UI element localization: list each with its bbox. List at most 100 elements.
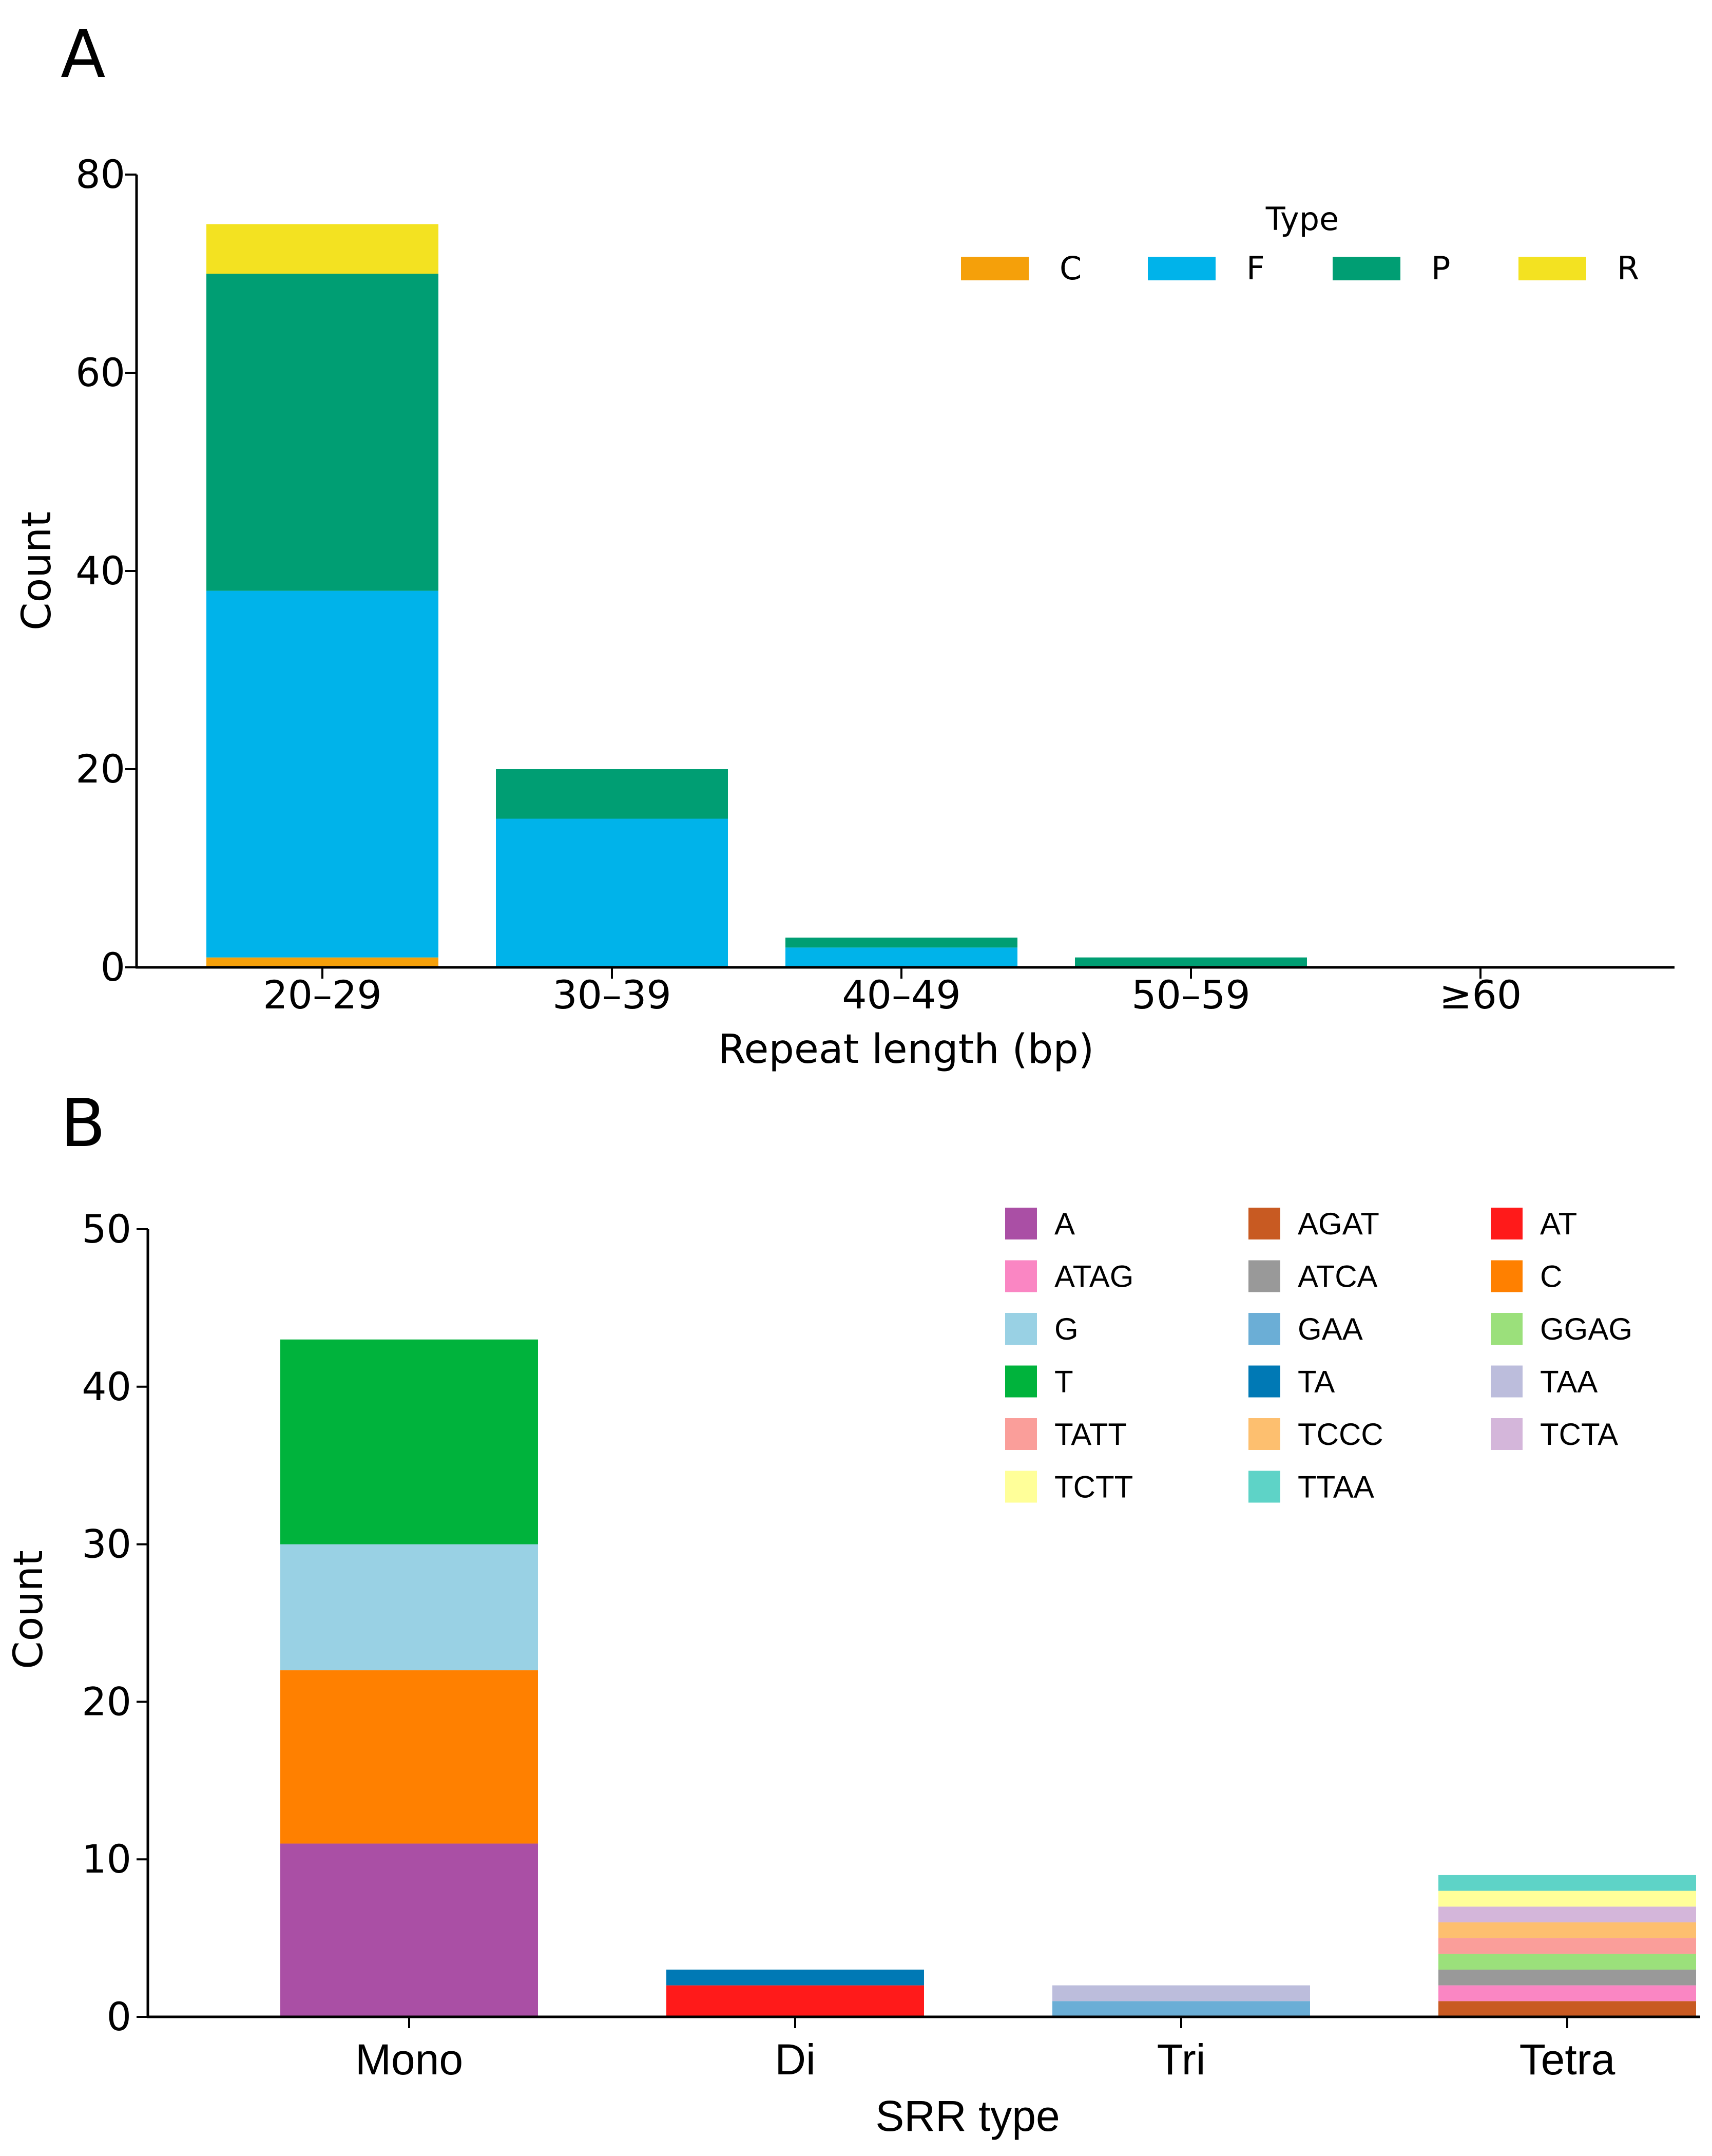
panel-a-bar-40-49-p xyxy=(785,938,1017,948)
panel-b-legend-swatch-c xyxy=(1491,1260,1523,1292)
panel-b-x-tick-label-di: Di xyxy=(775,2035,815,2084)
panel-a-x-tick-label-30-39: 30–39 xyxy=(552,972,671,1018)
panel-a-y-ticks: 0 20 40 60 80 xyxy=(75,151,137,990)
panel-a-x-tick-label-40-49: 40–49 xyxy=(842,972,960,1018)
panel-b-bar-mono-g xyxy=(280,1544,538,1671)
panel-b-bar-mono-c xyxy=(280,1670,538,1844)
panel-b-legend-label-taa: TAA xyxy=(1540,1365,1598,1399)
panel-b-legend-label-a: A xyxy=(1054,1207,1075,1241)
panel-b-x-axis-title: SRR type xyxy=(875,2092,1060,2140)
panel-b-legend-swatch-agat xyxy=(1248,1208,1280,1239)
panel-a-y-tick-label-20: 20 xyxy=(75,746,125,792)
panel-b-bar-tri-gaa xyxy=(1052,2001,1310,2017)
panel-b-legend-swatch-tatt xyxy=(1005,1418,1037,1450)
panel-b-bar-tetra-atca xyxy=(1438,1969,1696,1986)
panel-b-bar-mono-t xyxy=(280,1339,538,1544)
panel-b-bars xyxy=(280,1339,1696,2017)
panel-b-legend-label-ggag: GGAG xyxy=(1540,1312,1632,1346)
panel-b-legend-swatch-ttaa xyxy=(1248,1471,1280,1503)
panel-a-legend-label-c: C xyxy=(1060,250,1082,287)
panel-b-legend-swatch-tcta xyxy=(1491,1418,1523,1450)
panel-b-bar-di-ta xyxy=(666,1969,924,1986)
panel-b-legend-label-at: AT xyxy=(1540,1207,1577,1241)
panel-b-y-tick-label-0: 0 xyxy=(107,1994,131,2039)
panel-a-legend-label-f: F xyxy=(1246,250,1265,287)
panel-b-x-ticks: Mono Di Tri Tetra xyxy=(355,2017,1615,2084)
panel-b-legend-swatch-atca xyxy=(1248,1260,1280,1292)
panel-a-y-axis-title: Count xyxy=(14,511,60,631)
panel-b-legend-label-gaa: GAA xyxy=(1298,1312,1363,1346)
panel-b-legend-label-tcta: TCTA xyxy=(1540,1417,1618,1452)
panel-b-bar-tetra-tctt xyxy=(1438,1891,1696,1907)
panel-b-legend-label-tatt: TATT xyxy=(1054,1417,1127,1452)
panel-b-bar-mono-a xyxy=(280,1843,538,2017)
panel-a-bar-20-29-f xyxy=(206,590,438,958)
panel-b-legend-swatch-ta xyxy=(1248,1365,1280,1398)
panel-a-bar-30-39-p xyxy=(496,769,728,819)
panel-a-y-tick-label-40: 40 xyxy=(75,548,125,594)
panel-b-legend-label-atag: ATAG xyxy=(1054,1260,1133,1294)
panel-b-legend-label-t: T xyxy=(1054,1365,1073,1399)
panel-b-legend-swatch-at xyxy=(1491,1208,1523,1239)
panel-b-bar-tri-taa xyxy=(1052,1985,1310,2001)
panel-a-legend-swatch-p xyxy=(1333,257,1400,280)
panel-a-legend-title: Type xyxy=(1265,200,1339,238)
panel-b-legend-swatch-taa xyxy=(1491,1365,1523,1398)
panel-b-y-axis-title: Count xyxy=(6,1550,52,1669)
panel-a-y-tick-label-60: 60 xyxy=(75,350,125,395)
panel-a-bar-20-29-c xyxy=(206,957,438,967)
panel-a-x-tick-label-50-59: 50–59 xyxy=(1131,972,1250,1018)
panel-b-legend-label-atca: ATCA xyxy=(1298,1260,1378,1294)
panel-b-legend-swatch-t xyxy=(1005,1365,1037,1398)
panel-b-legend-label-c: C xyxy=(1540,1260,1562,1294)
panel-a-legend-label-p: P xyxy=(1431,250,1450,287)
panel-b-y-ticks: 0 10 20 30 40 50 xyxy=(82,1206,148,2039)
panel-b-legend-swatch-tccc xyxy=(1248,1418,1280,1450)
panel-a-legend-swatch-r xyxy=(1518,257,1586,280)
panel-b-x-tick-label-tetra: Tetra xyxy=(1519,2035,1615,2084)
panel-a-legend-swatch-c xyxy=(961,257,1029,280)
panel-a-x-tick-label-60: ≥60 xyxy=(1439,972,1522,1018)
panel-b-legend-label-tccc: TCCC xyxy=(1298,1417,1383,1452)
panel-b-legend-label-agat: AGAT xyxy=(1298,1207,1379,1241)
panel-b-legend-swatch-a xyxy=(1005,1208,1037,1239)
panel-label-a: A xyxy=(61,16,106,93)
panel-b-bar-di-at xyxy=(666,1985,924,2017)
panel-b-x-tick-label-mono: Mono xyxy=(355,2035,463,2084)
panel-b-legend-label-g: G xyxy=(1054,1312,1079,1346)
panel-a-bar-30-39-f xyxy=(496,818,728,967)
panel-a-x-axis-title: Repeat length (bp) xyxy=(718,1026,1094,1073)
panel-b-y-tick-label-50: 50 xyxy=(82,1206,131,1252)
panel-b-bar-tetra-tccc xyxy=(1438,1922,1696,1938)
panel-b-x-tick-label-tri: Tri xyxy=(1157,2035,1206,2084)
panel-b-y-tick-label-10: 10 xyxy=(82,1836,131,1882)
panel-b-bar-tetra-atag xyxy=(1438,1985,1696,2001)
panel-a-bar-20-29-p xyxy=(206,274,438,591)
panel-b-legend-swatch-gaa xyxy=(1248,1313,1280,1345)
panel-a-legend-swatch-f xyxy=(1148,257,1216,280)
panel-a-bar-40-49-f xyxy=(785,947,1017,967)
panel-b-bar-tetra-ggag xyxy=(1438,1954,1696,1970)
panel-b-legend-swatch-tctt xyxy=(1005,1471,1037,1503)
panel-b-bar-tetra-tcta xyxy=(1438,1906,1696,1922)
panel-b-legend-swatch-atag xyxy=(1005,1260,1037,1292)
panel-b-bar-tetra-ttaa xyxy=(1438,1875,1696,1891)
panel-a-bars xyxy=(206,224,1307,967)
panel-a-y-tick-label-80: 80 xyxy=(75,151,125,197)
panel-b-legend-swatch-ggag xyxy=(1491,1313,1523,1345)
panel-b-bar-tetra-agat xyxy=(1438,2001,1696,2017)
panel-b-y-tick-label-40: 40 xyxy=(82,1364,131,1409)
panel-b-legend-label-tctt: TCTT xyxy=(1054,1470,1133,1504)
panel-b: B 0 10 20 30 40 50 Mono Di Tri Tetra Count SRR t… xyxy=(6,1085,1700,2140)
panel-a-x-ticks: 20–29 30–39 40–49 50–59 ≥60 xyxy=(263,967,1522,1018)
panel-b-legend-swatch-g xyxy=(1005,1313,1037,1345)
panel-label-b: B xyxy=(61,1085,106,1162)
panel-a: A 0 20 40 60 80 20–29 30–39 40–49 50–59 ≥60 Coun… xyxy=(14,16,1675,1073)
panel-b-y-tick-label-20: 20 xyxy=(82,1678,131,1724)
panel-b-legend: A AGAT AT ATAG ATCA C G GAA GGAG T TA TAA TATT TCCC TC… xyxy=(1005,1207,1632,1504)
panel-a-y-tick-label-0: 0 xyxy=(101,944,125,990)
panel-b-bar-tetra-tatt xyxy=(1438,1938,1696,1954)
panel-a-bar-20-29-r xyxy=(206,224,438,274)
